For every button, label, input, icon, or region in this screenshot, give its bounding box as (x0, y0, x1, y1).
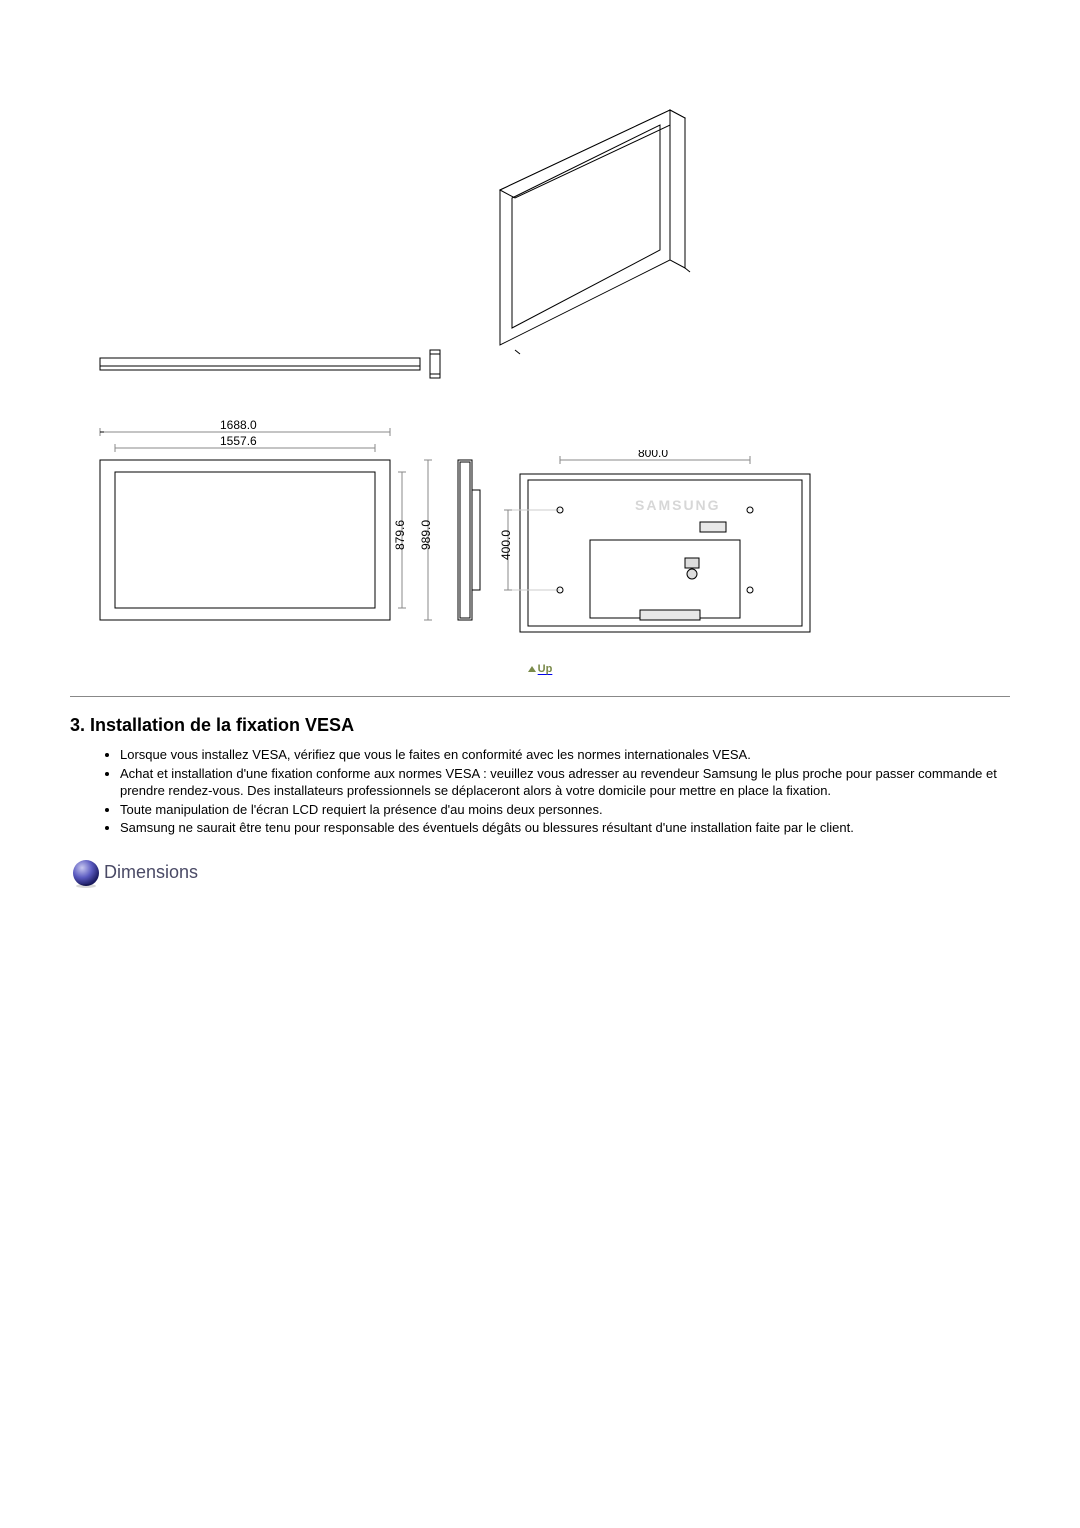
front-view: 1688.0 1557.6 879.6 989.0 (90, 420, 470, 610)
dim-height: 989.0 (419, 520, 433, 550)
up-link-label: Up (538, 663, 553, 675)
dim-inner-height: 879.6 (393, 520, 407, 550)
side-view (90, 340, 460, 390)
dimensions-label: Dimensions (104, 862, 198, 883)
page-content: 1688.0 1557.6 879.6 989.0 (0, 0, 1080, 889)
up-arrow-icon (528, 666, 536, 672)
sphere-icon (70, 857, 102, 889)
technical-diagram: 1688.0 1557.6 879.6 989.0 (70, 60, 1010, 640)
dim-inner-width: 1557.6 (220, 434, 257, 448)
brand-label: SAMSUNG (635, 497, 721, 513)
list-item: Achat et installation d'une fixation con… (120, 765, 1010, 800)
dim-width: 1688.0 (220, 420, 257, 432)
list-item: Samsung ne saurait être tenu pour respon… (120, 819, 1010, 837)
dim-vesa-height: 400.0 (499, 530, 513, 560)
dimensions-heading: Dimensions (70, 857, 1010, 889)
list-item: Lorsque vous installez VESA, vérifiez qu… (120, 746, 1010, 764)
section-title: 3. Installation de la fixation VESA (70, 715, 1010, 736)
section-divider (70, 696, 1010, 697)
list-item: Toute manipulation de l'écran LCD requie… (120, 801, 1010, 819)
notes-list: Lorsque vous installez VESA, vérifiez qu… (120, 746, 1010, 837)
dim-vesa-width: 800.0 (638, 450, 668, 460)
up-link[interactable]: Up (70, 660, 1010, 678)
rear-view: 800.0 400.0 SAMSUNG (490, 450, 800, 610)
perspective-view (490, 100, 780, 360)
